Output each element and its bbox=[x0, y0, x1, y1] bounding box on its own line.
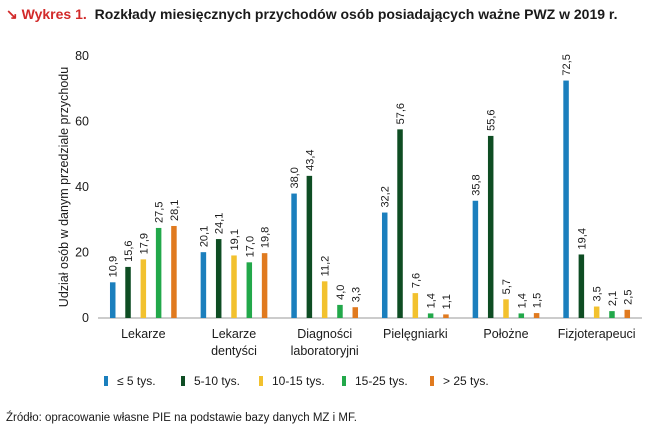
y-tick-label: 0 bbox=[82, 311, 89, 325]
data-label: 5,7 bbox=[501, 279, 513, 294]
data-label: 43,4 bbox=[304, 149, 316, 170]
data-label: 19,4 bbox=[576, 228, 588, 249]
legend-swatch-5 bbox=[430, 376, 434, 386]
data-label: 2,5 bbox=[622, 290, 634, 305]
data-label: 72,5 bbox=[561, 54, 573, 75]
data-label: 3,3 bbox=[350, 287, 362, 302]
data-label: 27,5 bbox=[154, 202, 166, 223]
data-label: 10,9 bbox=[108, 256, 120, 277]
bar-2-6 bbox=[578, 254, 585, 318]
bar-4-5 bbox=[518, 313, 525, 318]
bar-3-2 bbox=[231, 255, 237, 318]
bar-5-2 bbox=[261, 253, 268, 318]
bar-3-4 bbox=[412, 293, 419, 318]
y-tick-label: 20 bbox=[75, 246, 89, 260]
bar-5-1 bbox=[171, 225, 177, 318]
data-label: 38,0 bbox=[289, 167, 301, 188]
chart-title: Rozkłady miesięcznych przychodów osób po… bbox=[94, 6, 618, 22]
data-label: 4,0 bbox=[335, 285, 347, 300]
bar-3-5 bbox=[503, 299, 509, 318]
legend-label: 15-25 tys. bbox=[355, 374, 408, 388]
bar-2-2 bbox=[215, 239, 222, 318]
data-label: 17,0 bbox=[244, 236, 256, 257]
x-tick-label: Fizjoterapeuci bbox=[558, 327, 636, 341]
bar-2-3 bbox=[306, 175, 313, 318]
legend-swatch-4 bbox=[342, 376, 346, 386]
bar-4-6 bbox=[609, 311, 615, 318]
bar-1-6 bbox=[563, 80, 569, 318]
data-label: 20,1 bbox=[198, 226, 210, 247]
legend-swatch-2 bbox=[181, 376, 185, 386]
bar-4-3 bbox=[337, 304, 343, 318]
source-note: Źródło: opracowanie własne PIE na podsta… bbox=[6, 412, 357, 424]
bar-1-1 bbox=[109, 282, 116, 318]
data-label: 19,1 bbox=[229, 229, 241, 250]
y-tick-label: 80 bbox=[75, 49, 89, 63]
bar-3-6 bbox=[593, 306, 600, 318]
data-label: 3,5 bbox=[592, 286, 604, 301]
data-label: 17,9 bbox=[138, 233, 150, 254]
y-tick-label: 40 bbox=[75, 180, 89, 194]
data-label: 2,1 bbox=[607, 291, 619, 306]
x-tick-label: laboratoryjni bbox=[291, 344, 359, 358]
bar-1-2 bbox=[200, 252, 207, 318]
bar-5-6 bbox=[624, 309, 631, 318]
data-label: 19,8 bbox=[260, 227, 272, 248]
bar-1-4 bbox=[381, 212, 388, 318]
bar-3-1 bbox=[140, 259, 147, 318]
figure-number: ↘ Wykres 1. bbox=[6, 6, 87, 22]
data-label: 1,4 bbox=[516, 293, 528, 308]
bar-4-1 bbox=[155, 227, 162, 318]
legend-label: 5-10 tys. bbox=[194, 374, 240, 388]
data-label: 57,6 bbox=[395, 103, 407, 124]
chart-title-row: ↘ Wykres 1. Rozkłady miesięcznych przych… bbox=[6, 6, 617, 23]
bar-5-4 bbox=[443, 314, 449, 318]
data-label: 28,1 bbox=[169, 200, 181, 221]
x-tick-label: Położne bbox=[483, 327, 528, 341]
legend-label: ≤ 5 tys. bbox=[117, 374, 156, 388]
legend-label: 10-15 tys. bbox=[272, 374, 325, 388]
x-tick-label: Lekarze bbox=[212, 327, 257, 341]
data-label: 35,8 bbox=[470, 174, 482, 195]
legend-swatch-3 bbox=[259, 376, 263, 386]
y-tick-label: 60 bbox=[75, 115, 89, 129]
bar-5-5 bbox=[533, 313, 540, 318]
bar-2-5 bbox=[487, 135, 494, 318]
data-label: 55,6 bbox=[486, 109, 498, 130]
x-tick-label: Lekarze bbox=[121, 327, 166, 341]
data-label: 32,2 bbox=[380, 186, 392, 207]
x-tick-label: Diagności bbox=[297, 327, 352, 341]
data-label: 1,1 bbox=[441, 294, 453, 309]
x-tick-label: dentyści bbox=[211, 344, 257, 358]
bar-3-3 bbox=[321, 281, 328, 318]
bar-2-1 bbox=[125, 266, 131, 318]
data-label: 1,4 bbox=[426, 293, 438, 308]
legend-swatch-1 bbox=[104, 376, 108, 386]
y-axis-label: Udział osób w danym przedziale przychodu bbox=[57, 67, 71, 307]
data-label: 11,2 bbox=[320, 256, 332, 277]
data-label: 1,5 bbox=[532, 293, 544, 308]
legend-label: > 25 tys. bbox=[443, 374, 489, 388]
data-label: 15,6 bbox=[123, 240, 135, 261]
bar-2-4 bbox=[397, 129, 403, 318]
bar-4-2 bbox=[246, 262, 253, 318]
data-label: 24,1 bbox=[214, 213, 226, 234]
data-label: 7,6 bbox=[410, 273, 422, 288]
bar-1-3 bbox=[291, 193, 297, 318]
bar-5-3 bbox=[352, 307, 359, 318]
x-tick-label: Pielęgniarki bbox=[383, 327, 448, 341]
bar-1-5 bbox=[472, 200, 479, 318]
bar-4-4 bbox=[427, 313, 434, 318]
